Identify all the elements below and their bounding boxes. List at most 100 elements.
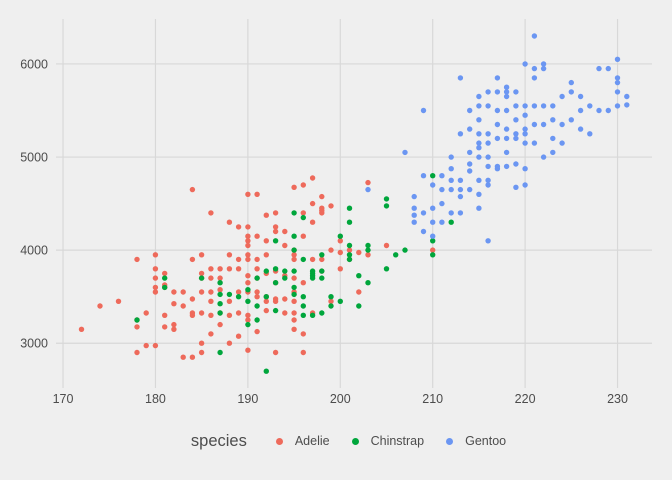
- data-point-gentoo[interactable]: [476, 140, 482, 146]
- data-point-adelie[interactable]: [245, 273, 251, 279]
- data-point-gentoo[interactable]: [485, 131, 491, 137]
- data-point-chinstrap[interactable]: [365, 242, 371, 249]
- data-point-chinstrap[interactable]: [300, 312, 306, 318]
- data-point-adelie[interactable]: [217, 266, 223, 272]
- data-point-chinstrap[interactable]: [300, 303, 306, 309]
- data-point-gentoo[interactable]: [513, 184, 519, 190]
- data-point-gentoo[interactable]: [467, 107, 473, 114]
- data-point-chinstrap[interactable]: [282, 268, 288, 274]
- data-point-adelie[interactable]: [171, 289, 177, 295]
- data-point-adelie[interactable]: [245, 312, 251, 318]
- data-point-gentoo[interactable]: [522, 61, 528, 67]
- data-point-gentoo[interactable]: [476, 205, 482, 211]
- data-point-gentoo[interactable]: [430, 182, 436, 188]
- data-point-chinstrap[interactable]: [356, 303, 362, 309]
- data-point-chinstrap[interactable]: [309, 275, 316, 281]
- data-point-chinstrap[interactable]: [254, 317, 260, 323]
- data-point-chinstrap[interactable]: [319, 252, 325, 258]
- data-point-gentoo[interactable]: [439, 200, 445, 207]
- data-point-chinstrap[interactable]: [162, 275, 168, 281]
- data-point-gentoo[interactable]: [568, 79, 574, 86]
- data-point-gentoo[interactable]: [614, 103, 621, 109]
- data-point-adelie[interactable]: [291, 317, 297, 323]
- data-point-adelie[interactable]: [152, 342, 159, 349]
- data-point-adelie[interactable]: [282, 228, 288, 235]
- data-point-adelie[interactable]: [152, 284, 159, 291]
- data-point-adelie[interactable]: [235, 224, 242, 230]
- data-point-adelie[interactable]: [309, 219, 316, 225]
- data-point-gentoo[interactable]: [559, 93, 565, 100]
- data-point-adelie[interactable]: [180, 354, 186, 360]
- data-point-gentoo[interactable]: [503, 126, 510, 132]
- data-point-chinstrap[interactable]: [448, 219, 454, 225]
- data-point-adelie[interactable]: [272, 296, 279, 302]
- data-point-gentoo[interactable]: [605, 107, 611, 114]
- data-point-adelie[interactable]: [208, 275, 214, 281]
- data-point-gentoo[interactable]: [467, 126, 473, 132]
- data-point-chinstrap[interactable]: [272, 238, 279, 244]
- legend-item-gentoo[interactable]: Gentoo: [446, 434, 506, 448]
- data-point-adelie[interactable]: [198, 252, 205, 258]
- data-point-adelie[interactable]: [198, 349, 205, 356]
- data-point-adelie[interactable]: [346, 247, 353, 253]
- data-point-gentoo[interactable]: [457, 186, 464, 193]
- data-point-gentoo[interactable]: [476, 191, 482, 197]
- data-point-gentoo[interactable]: [513, 131, 519, 137]
- data-point-gentoo[interactable]: [448, 154, 454, 160]
- data-point-adelie[interactable]: [245, 238, 251, 244]
- data-point-gentoo[interactable]: [503, 163, 510, 170]
- data-point-chinstrap[interactable]: [217, 301, 223, 307]
- data-point-adelie[interactable]: [272, 210, 279, 216]
- data-point-adelie[interactable]: [245, 242, 251, 249]
- data-point-adelie[interactable]: [78, 326, 85, 332]
- data-point-gentoo[interactable]: [540, 154, 547, 160]
- data-point-gentoo[interactable]: [550, 103, 556, 109]
- data-point-adelie[interactable]: [226, 298, 233, 304]
- data-point-gentoo[interactable]: [448, 186, 454, 193]
- data-point-gentoo[interactable]: [485, 182, 491, 188]
- data-point-gentoo[interactable]: [531, 75, 538, 81]
- data-point-adelie[interactable]: [282, 242, 288, 249]
- data-point-chinstrap[interactable]: [226, 291, 233, 298]
- data-point-adelie[interactable]: [328, 247, 334, 253]
- data-point-gentoo[interactable]: [540, 65, 547, 72]
- data-point-chinstrap[interactable]: [328, 294, 334, 300]
- data-point-gentoo[interactable]: [439, 173, 445, 179]
- data-point-adelie[interactable]: [300, 349, 306, 356]
- data-point-gentoo[interactable]: [513, 89, 519, 95]
- data-point-adelie[interactable]: [263, 307, 269, 314]
- data-point-gentoo[interactable]: [624, 102, 630, 108]
- data-point-adelie[interactable]: [208, 331, 214, 337]
- data-point-adelie[interactable]: [365, 179, 371, 186]
- data-point-gentoo[interactable]: [430, 205, 436, 211]
- data-point-gentoo[interactable]: [494, 89, 501, 95]
- data-point-chinstrap[interactable]: [217, 280, 223, 286]
- data-point-gentoo[interactable]: [476, 117, 482, 123]
- data-point-adelie[interactable]: [235, 266, 242, 272]
- data-point-gentoo[interactable]: [457, 177, 464, 183]
- data-point-gentoo[interactable]: [476, 145, 482, 151]
- data-point-adelie[interactable]: [319, 256, 325, 263]
- data-point-adelie[interactable]: [309, 200, 316, 207]
- data-point-adelie[interactable]: [254, 289, 260, 295]
- data-point-adelie[interactable]: [217, 287, 223, 293]
- data-point-adelie[interactable]: [245, 252, 251, 258]
- data-point-gentoo[interactable]: [448, 166, 454, 172]
- data-point-adelie[interactable]: [300, 280, 306, 286]
- data-point-adelie[interactable]: [263, 238, 269, 244]
- data-point-chinstrap[interactable]: [328, 303, 334, 309]
- data-point-gentoo[interactable]: [485, 154, 491, 160]
- data-point-gentoo[interactable]: [605, 65, 611, 72]
- data-point-adelie[interactable]: [152, 252, 159, 258]
- data-point-adelie[interactable]: [235, 310, 242, 316]
- data-point-gentoo[interactable]: [457, 131, 464, 137]
- data-point-gentoo[interactable]: [587, 103, 593, 109]
- data-point-gentoo[interactable]: [476, 103, 482, 109]
- data-point-gentoo[interactable]: [614, 79, 621, 86]
- data-point-gentoo[interactable]: [411, 219, 417, 225]
- data-point-adelie[interactable]: [263, 212, 269, 218]
- data-point-gentoo[interactable]: [577, 126, 584, 132]
- data-point-chinstrap[interactable]: [134, 317, 140, 323]
- data-point-gentoo[interactable]: [402, 149, 408, 156]
- data-point-adelie[interactable]: [245, 256, 251, 263]
